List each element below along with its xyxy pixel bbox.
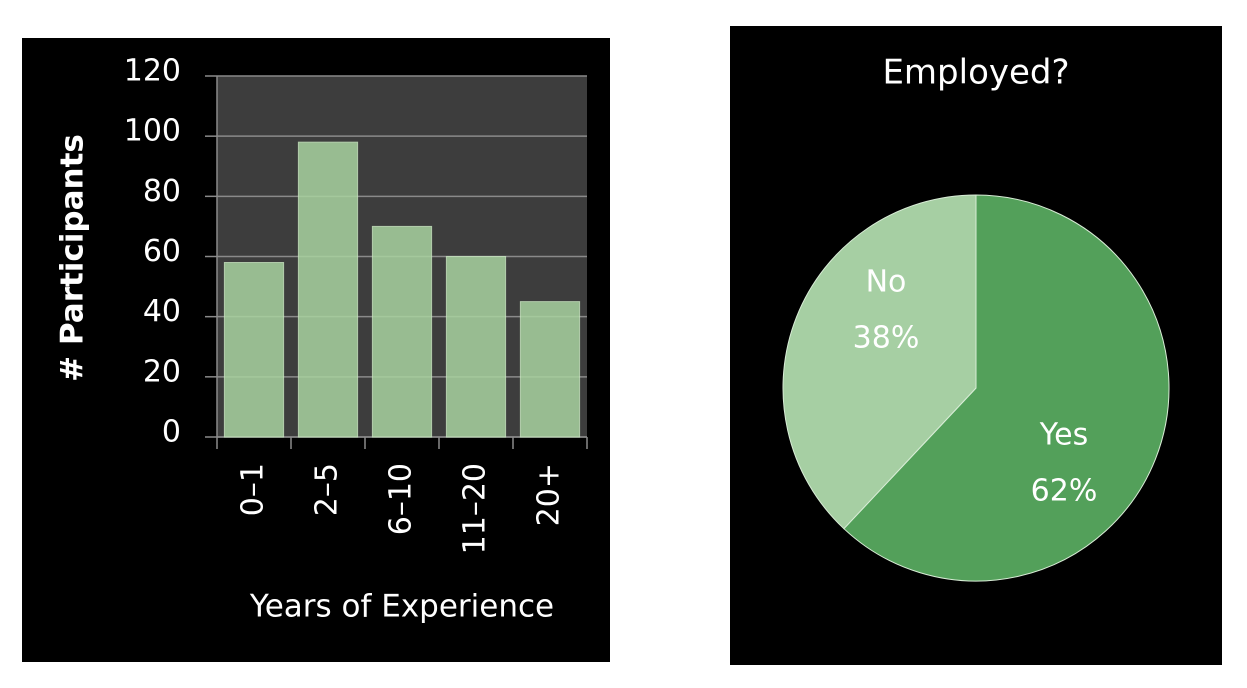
bar (371, 225, 433, 438)
x-axis-label: Years of Experience (249, 589, 554, 625)
y-tick-label: 80 (143, 174, 181, 209)
x-tick-label: 2–5 (310, 463, 345, 516)
slice-value-label: 62% (1031, 474, 1098, 509)
y-tick-label: 0 (162, 415, 181, 450)
bar (297, 141, 359, 438)
bar (519, 301, 581, 438)
slice-label: Yes (1039, 418, 1088, 453)
bar (445, 256, 507, 438)
pie-slice (782, 194, 977, 530)
y-axis-label: # Participants (55, 134, 91, 382)
y-tick-label: 100 (124, 114, 181, 149)
bar (223, 262, 285, 438)
pie-slice (843, 194, 1170, 582)
y-tick-label: 40 (143, 294, 181, 329)
y-tick-label: 60 (143, 234, 181, 269)
x-tick-label: 20+ (532, 463, 567, 526)
x-tick-label: 11–20 (458, 463, 493, 554)
x-tick-label: 0–1 (236, 463, 271, 516)
slice-label: No (866, 265, 907, 300)
y-tick-label: 20 (143, 354, 181, 389)
x-tick-label: 6–10 (384, 463, 419, 535)
chart-title: Employed? (882, 53, 1069, 93)
y-tick-label: 120 (124, 54, 181, 89)
slice-value-label: 38% (853, 321, 920, 356)
